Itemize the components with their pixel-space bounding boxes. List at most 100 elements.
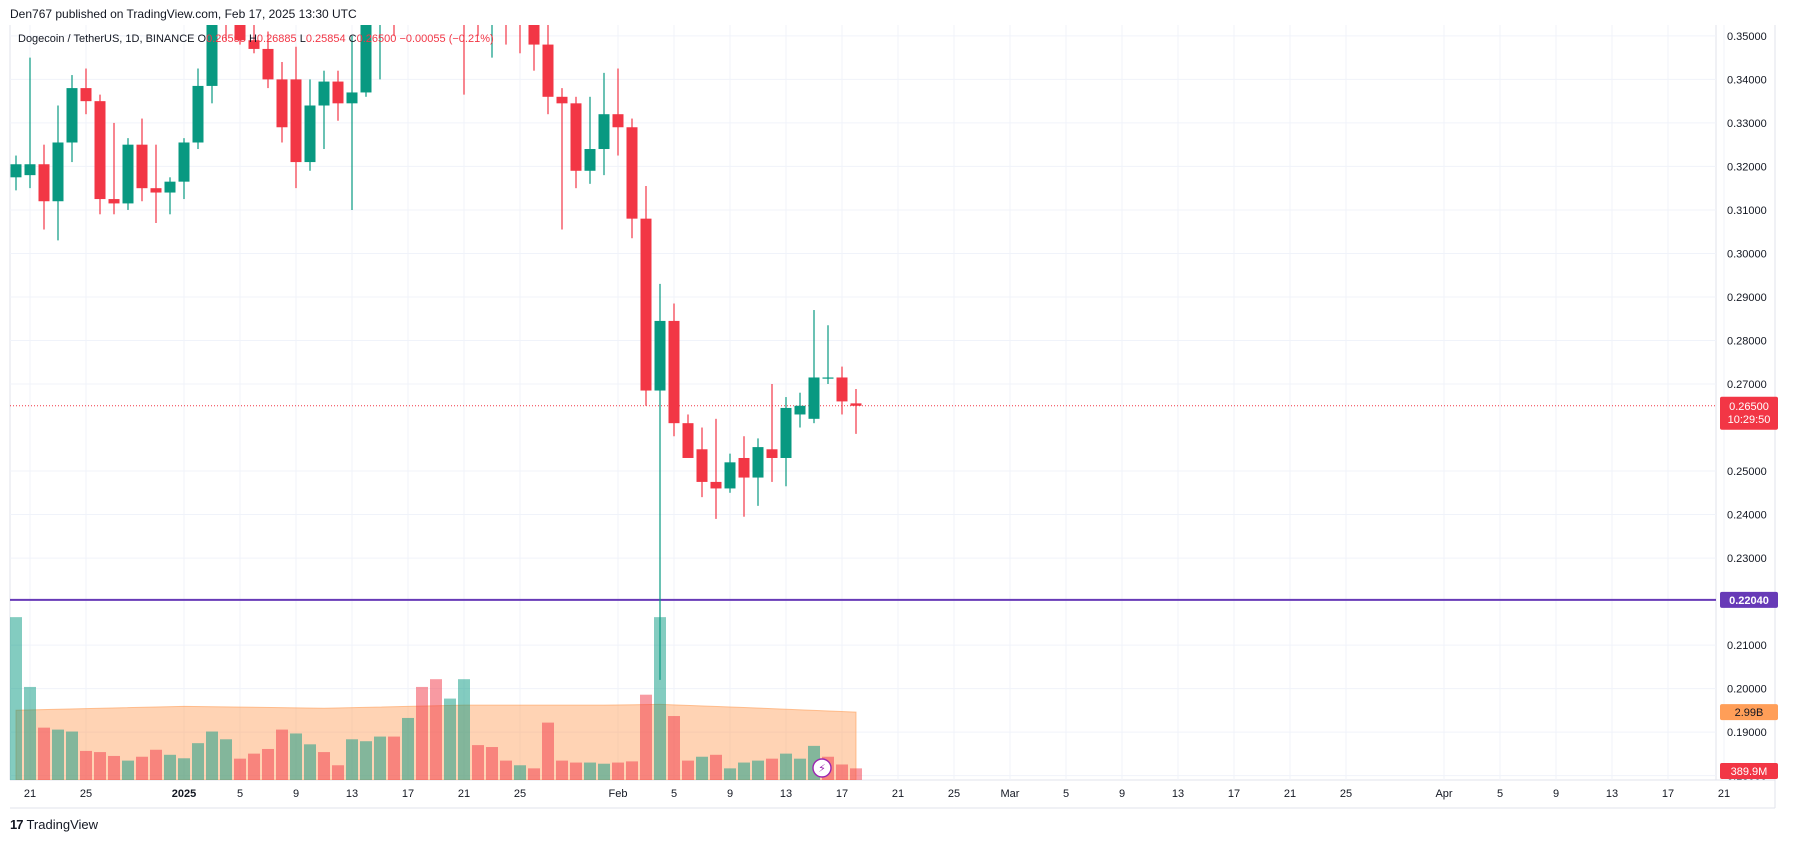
volume-bar — [486, 747, 498, 780]
volume-ma-tag: 2.99B — [1720, 704, 1778, 721]
x-tick-label: Apr — [1435, 788, 1452, 800]
y-tick-label: 0.27000 — [1727, 379, 1767, 391]
candle-body — [346, 92, 358, 104]
volume-bar — [556, 760, 568, 780]
volume-bar — [598, 763, 610, 780]
candle-body — [164, 181, 176, 193]
volume-bar — [640, 694, 652, 780]
volume-bar — [850, 768, 862, 780]
x-tick-label: 5 — [237, 788, 243, 800]
candle-body — [375, 0, 386, 14]
volume-bar — [458, 679, 470, 780]
candle-body — [584, 149, 596, 171]
volume-bar — [192, 743, 204, 780]
volume-bar — [500, 760, 512, 780]
volume-bar — [80, 750, 92, 780]
candle-body — [52, 142, 64, 202]
candle-body — [780, 407, 792, 458]
y-tick-label: 0.35000 — [1727, 31, 1767, 43]
candle-body — [318, 81, 330, 106]
candle-body — [528, 25, 540, 45]
candle-body — [654, 320, 666, 391]
candle-body — [640, 218, 652, 391]
x-tick-label: 21 — [892, 788, 904, 800]
volume-bar — [668, 716, 680, 780]
volume-bar — [234, 758, 246, 780]
x-tick-label: 17 — [1228, 788, 1240, 800]
candle-body — [234, 25, 246, 41]
volume-bar — [570, 762, 582, 780]
x-tick-label: 13 — [780, 788, 792, 800]
legend-symbol: Dogecoin / TetherUS, 1D, BINANCE — [18, 33, 195, 45]
candle-body — [192, 85, 204, 143]
volume-tag-bg — [1720, 763, 1778, 779]
legend-change: −0.00055 (−0.21%) — [399, 33, 494, 45]
candle-body — [276, 79, 288, 128]
volume-bar — [542, 722, 554, 780]
candle-body — [836, 377, 848, 402]
volume-bar — [66, 731, 78, 780]
candle-body — [794, 405, 806, 415]
volume-bar — [206, 731, 218, 780]
axis-layer: 0.35000 0.34000 0.33000 0.32000 0.31000 0.300… — [24, 31, 1767, 800]
volume-bar — [402, 717, 414, 780]
y-tick-label: 0.25000 — [1727, 466, 1767, 478]
volume-bar — [122, 760, 134, 780]
candle-body — [94, 101, 106, 200]
candle-body — [612, 114, 624, 128]
candle-body — [822, 377, 834, 379]
volume-bar — [388, 736, 400, 780]
x-tick-label: 25 — [948, 788, 960, 800]
candle-body — [501, 0, 512, 10]
candle-body — [332, 81, 344, 104]
volume-bar — [178, 758, 190, 780]
support-tag-bg — [1720, 591, 1778, 608]
legend-close-value: 0.26500 — [356, 33, 397, 45]
candle-body — [808, 377, 820, 419]
x-tick-label: 9 — [1553, 788, 1559, 800]
volume-bar — [374, 736, 386, 780]
y-tick-label: 0.24000 — [1727, 510, 1767, 522]
candle-body — [752, 447, 764, 478]
last-price-value: 0.26500 — [1729, 401, 1769, 413]
x-tick-label: 13 — [1172, 788, 1184, 800]
volume-bar — [682, 760, 694, 780]
volume-bar — [332, 765, 344, 780]
candle-body — [556, 96, 568, 104]
x-tick-label: 2025 — [172, 788, 196, 800]
y-tick-label: 0.20000 — [1727, 684, 1767, 696]
volume-bar — [164, 754, 176, 780]
x-tick-label: 9 — [727, 788, 733, 800]
y-tick-label: 0.19000 — [1727, 727, 1767, 739]
candle-body — [598, 114, 610, 150]
legend-low-label: L — [299, 33, 306, 45]
replay-lightning-icon[interactable]: ⚡ — [812, 758, 832, 778]
volume-bar — [416, 686, 428, 780]
tradingview-logo-icon: 17 — [10, 817, 24, 832]
volume-bar — [430, 679, 442, 780]
tradingview-footer[interactable]: 17 TradingView — [10, 817, 98, 832]
candle-body — [248, 40, 260, 49]
candle-body — [221, 10, 232, 19]
candle-body — [38, 164, 50, 202]
candle-body — [570, 103, 582, 171]
volume-bar — [444, 698, 456, 780]
candle-layer — [10, 0, 1716, 680]
candle-body — [542, 44, 554, 97]
volume-bar — [766, 758, 778, 780]
volume-bar — [360, 741, 372, 780]
volume-bar — [290, 733, 302, 780]
candle-body — [80, 88, 92, 102]
candle-body — [515, 10, 526, 19]
volume-bar — [276, 729, 288, 780]
x-tick-label: 21 — [24, 788, 36, 800]
volume-bar — [108, 755, 120, 780]
y-tick-label: 0.33000 — [1727, 118, 1767, 130]
candle-body — [262, 48, 274, 80]
x-tick-label: Mar — [1001, 788, 1020, 800]
volume-bar — [836, 764, 848, 780]
volume-bar — [136, 756, 148, 780]
volume-bar — [514, 765, 526, 780]
